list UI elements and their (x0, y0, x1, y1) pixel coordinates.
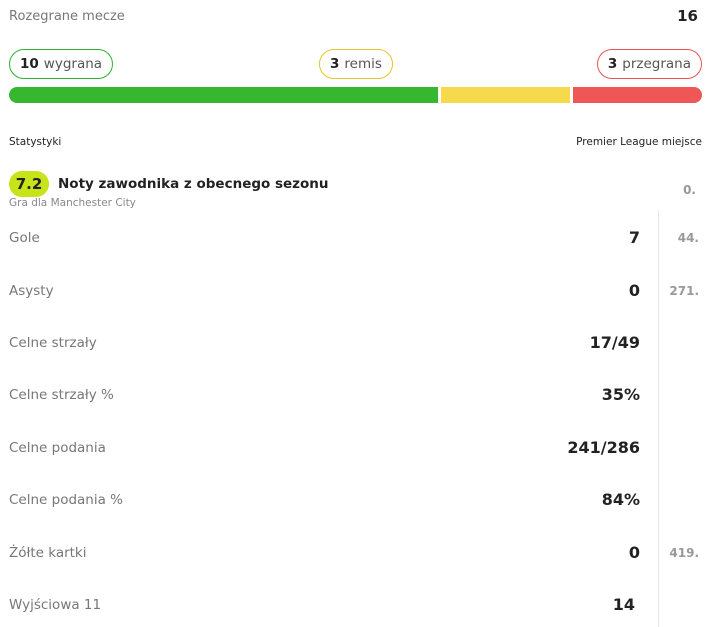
wins-label: wygrana (43, 56, 103, 72)
results-pills: 10 wygrana 3 remis 3 przegrana (9, 49, 702, 79)
stat-rank: 44. (677, 231, 699, 245)
stat-name: Celne strzały % (9, 387, 114, 403)
stat-row-yellow-cards: Żółte kartki 0 419. (9, 542, 707, 566)
rating-row: 7.2 Noty zawodnika z obecnego sezonu (9, 171, 329, 197)
results-bar-win (9, 87, 438, 103)
stat-name: Asysty (9, 283, 54, 299)
wins-count: 10 (20, 56, 39, 72)
stat-value: 0 (628, 543, 640, 562)
matches-played-value: 16 (677, 7, 698, 25)
draws-count: 3 (330, 56, 340, 72)
matches-played-label: Rozegrane mecze (9, 8, 125, 24)
stat-row-accurate-passes: Celne podania 241/286 (9, 437, 707, 461)
stat-row-accurate-passes-pct: Celne podania % 84% (9, 489, 707, 513)
rating-title: Noty zawodnika z obecnego sezonu (58, 176, 329, 192)
stat-row-goals: Gole 7 44. (9, 227, 707, 251)
losses-label: przegrana (622, 56, 691, 72)
matches-played-row: Rozegrane mecze 16 (9, 6, 698, 26)
draws-pill: 3 remis (319, 49, 393, 79)
stat-row-shots-on-target-pct: Celne strzały % 35% (9, 384, 707, 408)
results-bar (9, 87, 702, 103)
rating-rank: 0. (683, 183, 696, 197)
stat-value: 17/49 (589, 333, 640, 352)
stat-value: 14 (612, 595, 635, 614)
results-bar-draw (441, 87, 570, 103)
stat-name: Wyjściowa 11 (9, 597, 102, 613)
stats-header: Statystyki Premier League miejsce (9, 136, 702, 150)
team-subtitle: Gra dla Manchester City (9, 197, 136, 209)
stat-name: Celne strzały (9, 335, 97, 351)
losses-pill: 3 przegrana (596, 49, 702, 79)
wins-pill: 10 wygrana (9, 49, 114, 79)
stat-name: Gole (9, 230, 40, 246)
stat-value: 7 (628, 228, 640, 247)
stat-rank: 419. (669, 546, 699, 560)
stat-row-shots-on-target: Celne strzały 17/49 (9, 332, 707, 356)
results-bar-loss (573, 87, 702, 103)
stat-value: 84% (601, 490, 640, 509)
rank-column-divider (658, 210, 659, 627)
stat-row-starting-eleven: Wyjściowa 11 14 (9, 594, 707, 618)
stat-rank: 271. (669, 284, 699, 298)
draws-label: remis (344, 56, 382, 72)
stat-name: Żółte kartki (9, 545, 87, 561)
stat-name: Celne podania (9, 440, 106, 456)
rating-badge: 7.2 (9, 171, 49, 197)
stats-header-right: Premier League miejsce (576, 136, 702, 148)
losses-count: 3 (607, 56, 618, 72)
stats-header-left: Statystyki (9, 136, 62, 148)
stat-value: 0 (628, 281, 640, 300)
stat-value: 35% (601, 385, 640, 404)
stat-row-assists: Asysty 0 271. (9, 280, 707, 304)
stat-name: Celne podania % (9, 492, 124, 508)
stat-value: 241/286 (567, 438, 640, 457)
